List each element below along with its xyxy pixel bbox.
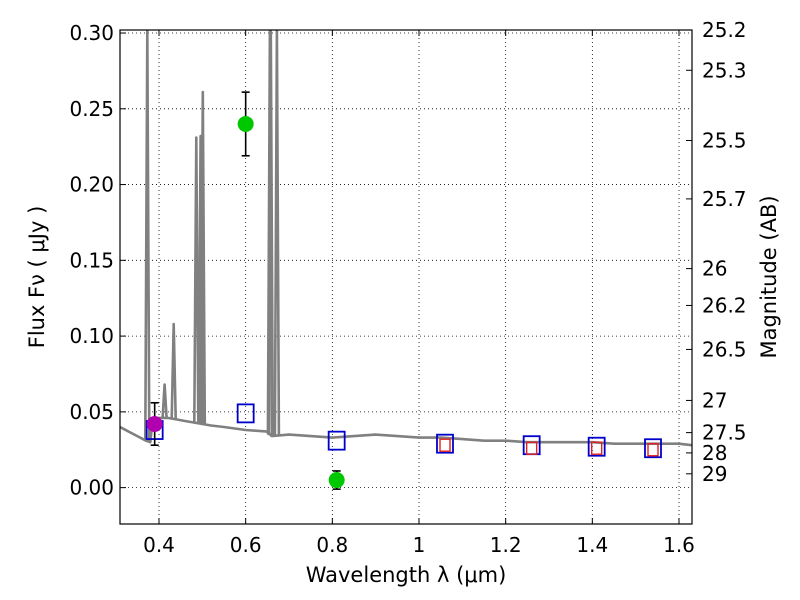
mag-tick-label: 25.2 (702, 18, 747, 42)
observed-photometry-square (590, 441, 603, 455)
mag-tick-label: 26 (702, 257, 727, 281)
axis-ticks (120, 29, 692, 524)
emission-line (161, 383, 168, 418)
mag-tick-label: 26.2 (702, 293, 747, 317)
y-tick-label: 0.30 (69, 21, 114, 45)
emission-line (199, 90, 207, 425)
mag-tick-label: 28 (702, 441, 727, 465)
observed-photometry-square (647, 443, 659, 457)
model-photometry-square (436, 433, 454, 454)
emission-line (193, 136, 200, 423)
blue-band-point (146, 415, 163, 432)
observed-photometry-square (525, 441, 538, 455)
right-axis-label: Magnitude (AB) (757, 195, 781, 358)
x-tick-label: 0.4 (143, 533, 175, 557)
x-tick-label: 1.6 (663, 533, 695, 557)
emission-line (267, 30, 275, 436)
emission-line (144, 30, 151, 442)
x-tick-label: 1.4 (576, 533, 608, 557)
model-photometry-square (587, 436, 606, 457)
model-photometry-square (327, 430, 346, 451)
mag-tick-label: 25.7 (702, 187, 747, 211)
model-spectrum (120, 30, 692, 447)
x-axis-label: Wavelength λ (μm) (306, 563, 507, 587)
emission-line (170, 322, 177, 420)
mag-tick-label: 26.5 (702, 337, 747, 361)
y-axis-label: Flux Fν ( μJy ) (25, 206, 49, 349)
photometry-points (145, 91, 662, 490)
observed-photometry-square (439, 438, 451, 452)
mag-tick-label: 27.5 (702, 421, 747, 445)
y-tick-label: 0.15 (69, 248, 114, 272)
x-tick-label: 1.2 (490, 533, 522, 557)
x-tick-label: 0.8 (316, 533, 348, 557)
grid (120, 30, 692, 524)
detection-point (328, 472, 345, 489)
x-tick-label: 1 (413, 533, 426, 557)
y-tick-label: 0.25 (69, 97, 114, 121)
detection-point (237, 115, 254, 132)
y-tick-label: 0.20 (69, 173, 114, 197)
mag-tick-label: 25.3 (702, 58, 747, 82)
y-tick-label: 0.10 (69, 324, 114, 348)
emission-line (273, 30, 281, 436)
model-photometry-square (236, 403, 255, 424)
y-tick-label: 0.05 (69, 400, 114, 424)
x-tick-label: 0.6 (230, 533, 262, 557)
tick-labels: 0.4 0.6 0.8 1 1.2 1.4 1.6 0.00 0.05 0.10 0.15 0.20 0… (69, 18, 746, 557)
y-tick-label: 0.00 (69, 476, 114, 500)
mag-tick-label: 29 (702, 462, 727, 486)
mag-tick-label: 27 (702, 388, 727, 412)
plot-frame (119, 29, 693, 525)
model-photometry-square (644, 438, 662, 459)
mag-tick-label: 25.5 (702, 128, 747, 152)
